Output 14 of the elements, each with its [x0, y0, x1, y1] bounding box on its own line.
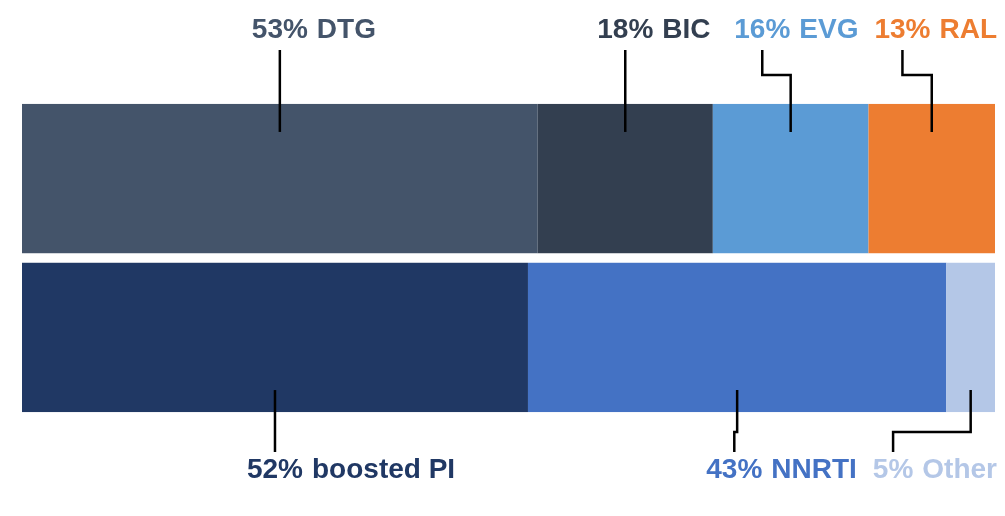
text: BIC: [662, 13, 711, 44]
data-label: 53%: [251, 13, 308, 44]
data-label: 5%: [872, 453, 914, 484]
series-label: boosted PI: [312, 453, 456, 484]
data-label: 16%: [734, 13, 791, 44]
data-label: 43%: [706, 453, 763, 484]
series-label: Other: [922, 453, 998, 484]
text: DTG: [316, 13, 376, 44]
data-label: 18%: [597, 13, 654, 44]
series-label: NNRTI: [771, 453, 857, 484]
text: EVG: [799, 13, 859, 44]
data-label: 52%: [246, 453, 304, 484]
data-label: 13%: [874, 13, 931, 44]
text: RAL: [939, 13, 997, 44]
